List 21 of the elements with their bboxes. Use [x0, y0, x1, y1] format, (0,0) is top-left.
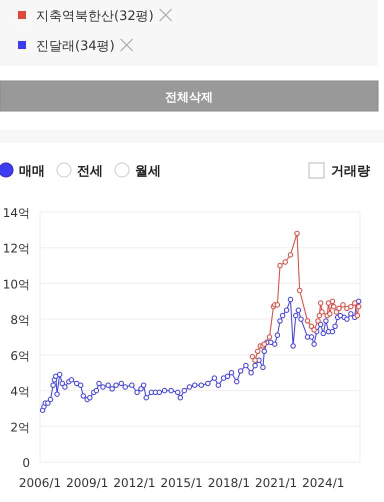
y-tick-label: 0 — [22, 456, 30, 470]
x-tick-label: 2021/1 — [254, 476, 298, 490]
x-tick-label: 2006/1 — [18, 476, 62, 490]
x-tick-label: 2015/1 — [160, 476, 203, 490]
x-tick-label: 2018/1 — [208, 476, 250, 490]
y-tick-label: 14억 — [2, 206, 30, 220]
y-tick-label: 10억 — [2, 277, 30, 292]
text: 거래량 — [331, 164, 370, 179]
y-tick-label: 4억 — [10, 384, 30, 399]
text: 매매 — [19, 164, 45, 179]
y-tick-label: 2억 — [10, 420, 30, 434]
x-tick-label: 2024/1 — [302, 476, 344, 490]
x-tick-label: 2012/1 — [113, 476, 156, 490]
y-tick-label: 8억 — [10, 313, 30, 328]
y-tick-label: 6억 — [10, 348, 30, 363]
x-tick-label: 2009/1 — [66, 476, 108, 490]
text: 월세 — [135, 164, 161, 179]
legend-label: 진달래(34평) — [36, 39, 115, 54]
text: 전체삭제 — [165, 90, 213, 104]
y-tick-label: 12억 — [2, 242, 30, 256]
text: 전세 — [77, 164, 103, 179]
